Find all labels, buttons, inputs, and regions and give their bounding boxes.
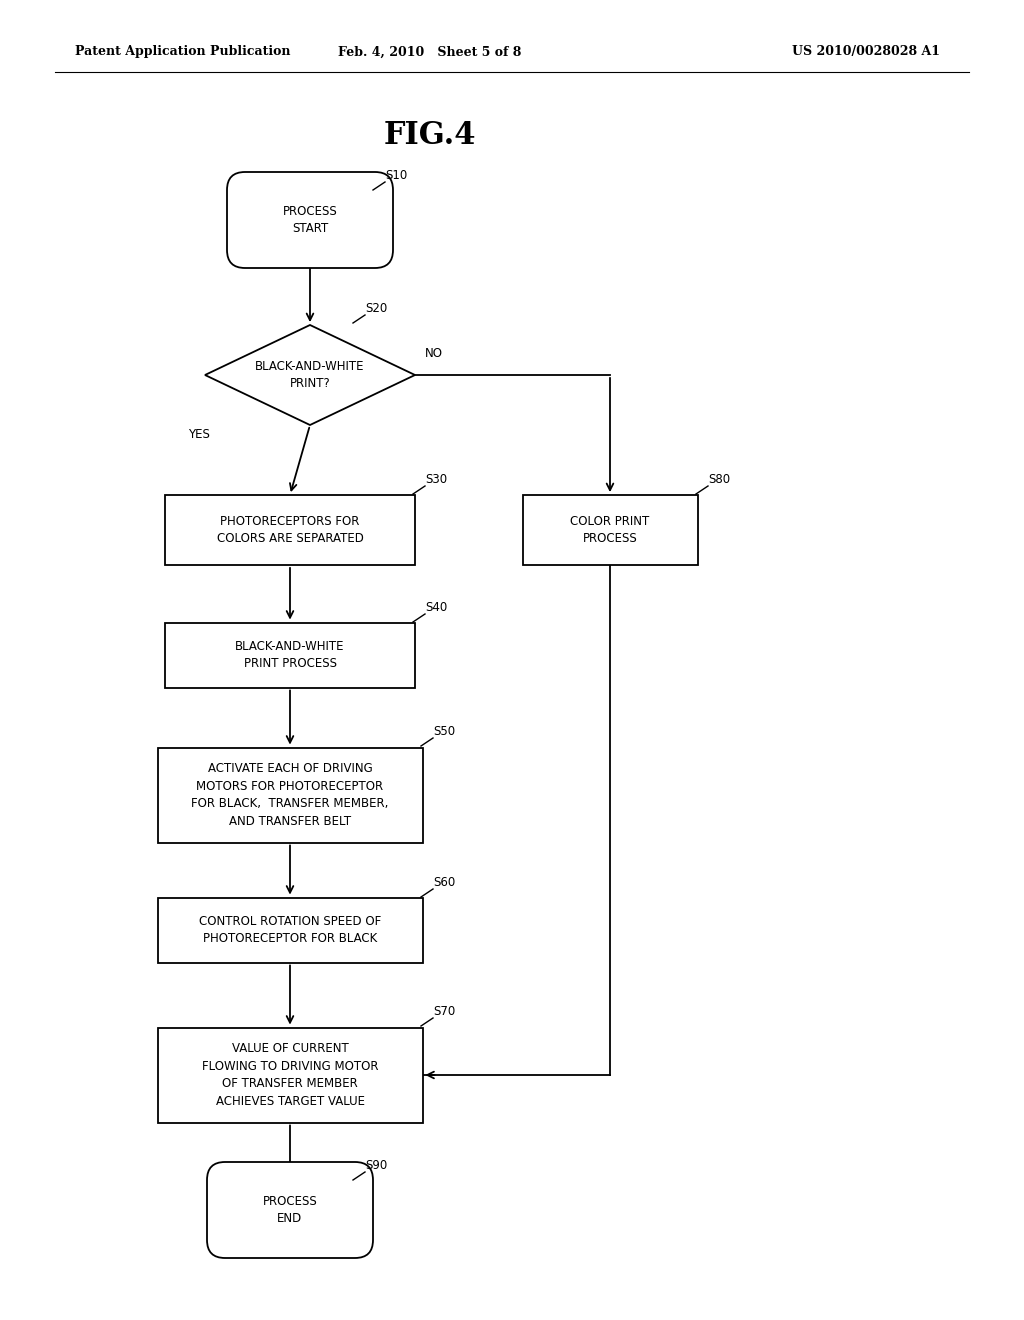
Text: YES: YES	[188, 429, 210, 441]
Text: Feb. 4, 2010   Sheet 5 of 8: Feb. 4, 2010 Sheet 5 of 8	[338, 45, 521, 58]
Text: PROCESS
START: PROCESS START	[283, 205, 337, 235]
Text: S60: S60	[433, 876, 456, 888]
Text: S30: S30	[425, 473, 447, 486]
Text: ACTIVATE EACH OF DRIVING
MOTORS FOR PHOTORECEPTOR
FOR BLACK,  TRANSFER MEMBER,
A: ACTIVATE EACH OF DRIVING MOTORS FOR PHOT…	[191, 762, 389, 828]
Bar	[165, 495, 415, 565]
Text: S80: S80	[708, 473, 730, 486]
Text: S20: S20	[365, 302, 387, 315]
Bar	[522, 495, 697, 565]
Text: S10: S10	[385, 169, 408, 182]
Text: S90: S90	[365, 1159, 387, 1172]
Bar	[158, 747, 423, 842]
Polygon shape	[205, 325, 415, 425]
Text: PHOTORECEPTORS FOR
COLORS ARE SEPARATED: PHOTORECEPTORS FOR COLORS ARE SEPARATED	[216, 515, 364, 545]
Text: Patent Application Publication: Patent Application Publication	[75, 45, 291, 58]
FancyBboxPatch shape	[207, 1162, 373, 1258]
Text: BLACK-AND-WHITE
PRINT PROCESS: BLACK-AND-WHITE PRINT PROCESS	[236, 640, 345, 671]
Text: COLOR PRINT
PROCESS: COLOR PRINT PROCESS	[570, 515, 649, 545]
Text: S70: S70	[433, 1005, 456, 1018]
Text: PROCESS
END: PROCESS END	[262, 1195, 317, 1225]
Text: S40: S40	[425, 601, 447, 614]
Text: CONTROL ROTATION SPEED OF
PHOTORECEPTOR FOR BLACK: CONTROL ROTATION SPEED OF PHOTORECEPTOR …	[199, 915, 381, 945]
Text: NO: NO	[425, 347, 443, 360]
Text: VALUE OF CURRENT
FLOWING TO DRIVING MOTOR
OF TRANSFER MEMBER
ACHIEVES TARGET VAL: VALUE OF CURRENT FLOWING TO DRIVING MOTO…	[202, 1043, 378, 1107]
Text: BLACK-AND-WHITE
PRINT?: BLACK-AND-WHITE PRINT?	[255, 360, 365, 391]
Text: US 2010/0028028 A1: US 2010/0028028 A1	[792, 45, 940, 58]
Bar	[165, 623, 415, 688]
Bar	[158, 898, 423, 962]
Text: FIG.4: FIG.4	[384, 120, 476, 150]
Bar	[158, 1027, 423, 1122]
FancyBboxPatch shape	[227, 172, 393, 268]
Text: S50: S50	[433, 725, 455, 738]
